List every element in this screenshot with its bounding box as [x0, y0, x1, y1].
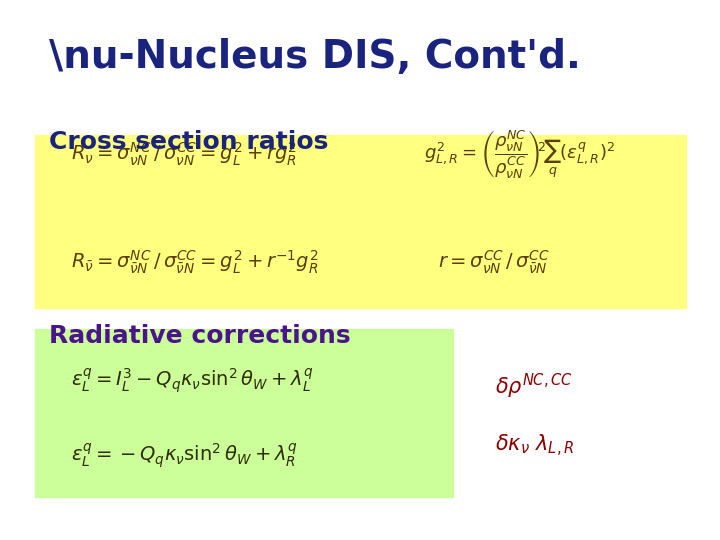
Text: $r = \sigma_{\nu N}^{CC} \,/\, \sigma_{\bar{\nu}N}^{CC}$: $r = \sigma_{\nu N}^{CC} \,/\, \sigma_{\…: [438, 248, 550, 275]
Text: $g_{L,R}^2 = \left(\dfrac{\rho_{\nu N}^{NC}}{\rho_{\nu N}^{CC}}\right)^{\!\!2}\!: $g_{L,R}^2 = \left(\dfrac{\rho_{\nu N}^{…: [424, 128, 616, 180]
Text: $\varepsilon_L^q = I_L^3 - Q_q\kappa_\nu\sin^2\theta_W + \lambda_L^q$: $\varepsilon_L^q = I_L^3 - Q_q\kappa_\nu…: [71, 367, 313, 395]
Text: $\delta\kappa_\nu\ \lambda_{L,R}$: $\delta\kappa_\nu\ \lambda_{L,R}$: [495, 433, 575, 458]
FancyBboxPatch shape: [35, 329, 453, 497]
Text: \nu-Nucleus DIS, Cont'd.: \nu-Nucleus DIS, Cont'd.: [50, 38, 581, 76]
Text: Cross section ratios: Cross section ratios: [50, 130, 329, 153]
Text: $R_{\nu} = \sigma_{\nu N}^{NC} \,/\, \sigma_{\nu N}^{CC} = g_L^2 + rg_R^2$: $R_{\nu} = \sigma_{\nu N}^{NC} \,/\, \si…: [71, 140, 297, 167]
FancyBboxPatch shape: [35, 135, 686, 308]
Text: Radiative corrections: Radiative corrections: [50, 324, 351, 348]
Text: $\delta\rho^{NC,CC}$: $\delta\rho^{NC,CC}$: [495, 372, 573, 401]
Text: $R_{\bar{\nu}} = \sigma_{\bar{\nu}N}^{NC} \,/\, \sigma_{\bar{\nu}N}^{CC} = g_L^2: $R_{\bar{\nu}} = \sigma_{\bar{\nu}N}^{NC…: [71, 248, 318, 275]
Text: $\varepsilon_L^q = -Q_q\kappa_\nu\sin^2\theta_W + \lambda_R^q$: $\varepsilon_L^q = -Q_q\kappa_\nu\sin^2\…: [71, 442, 297, 470]
